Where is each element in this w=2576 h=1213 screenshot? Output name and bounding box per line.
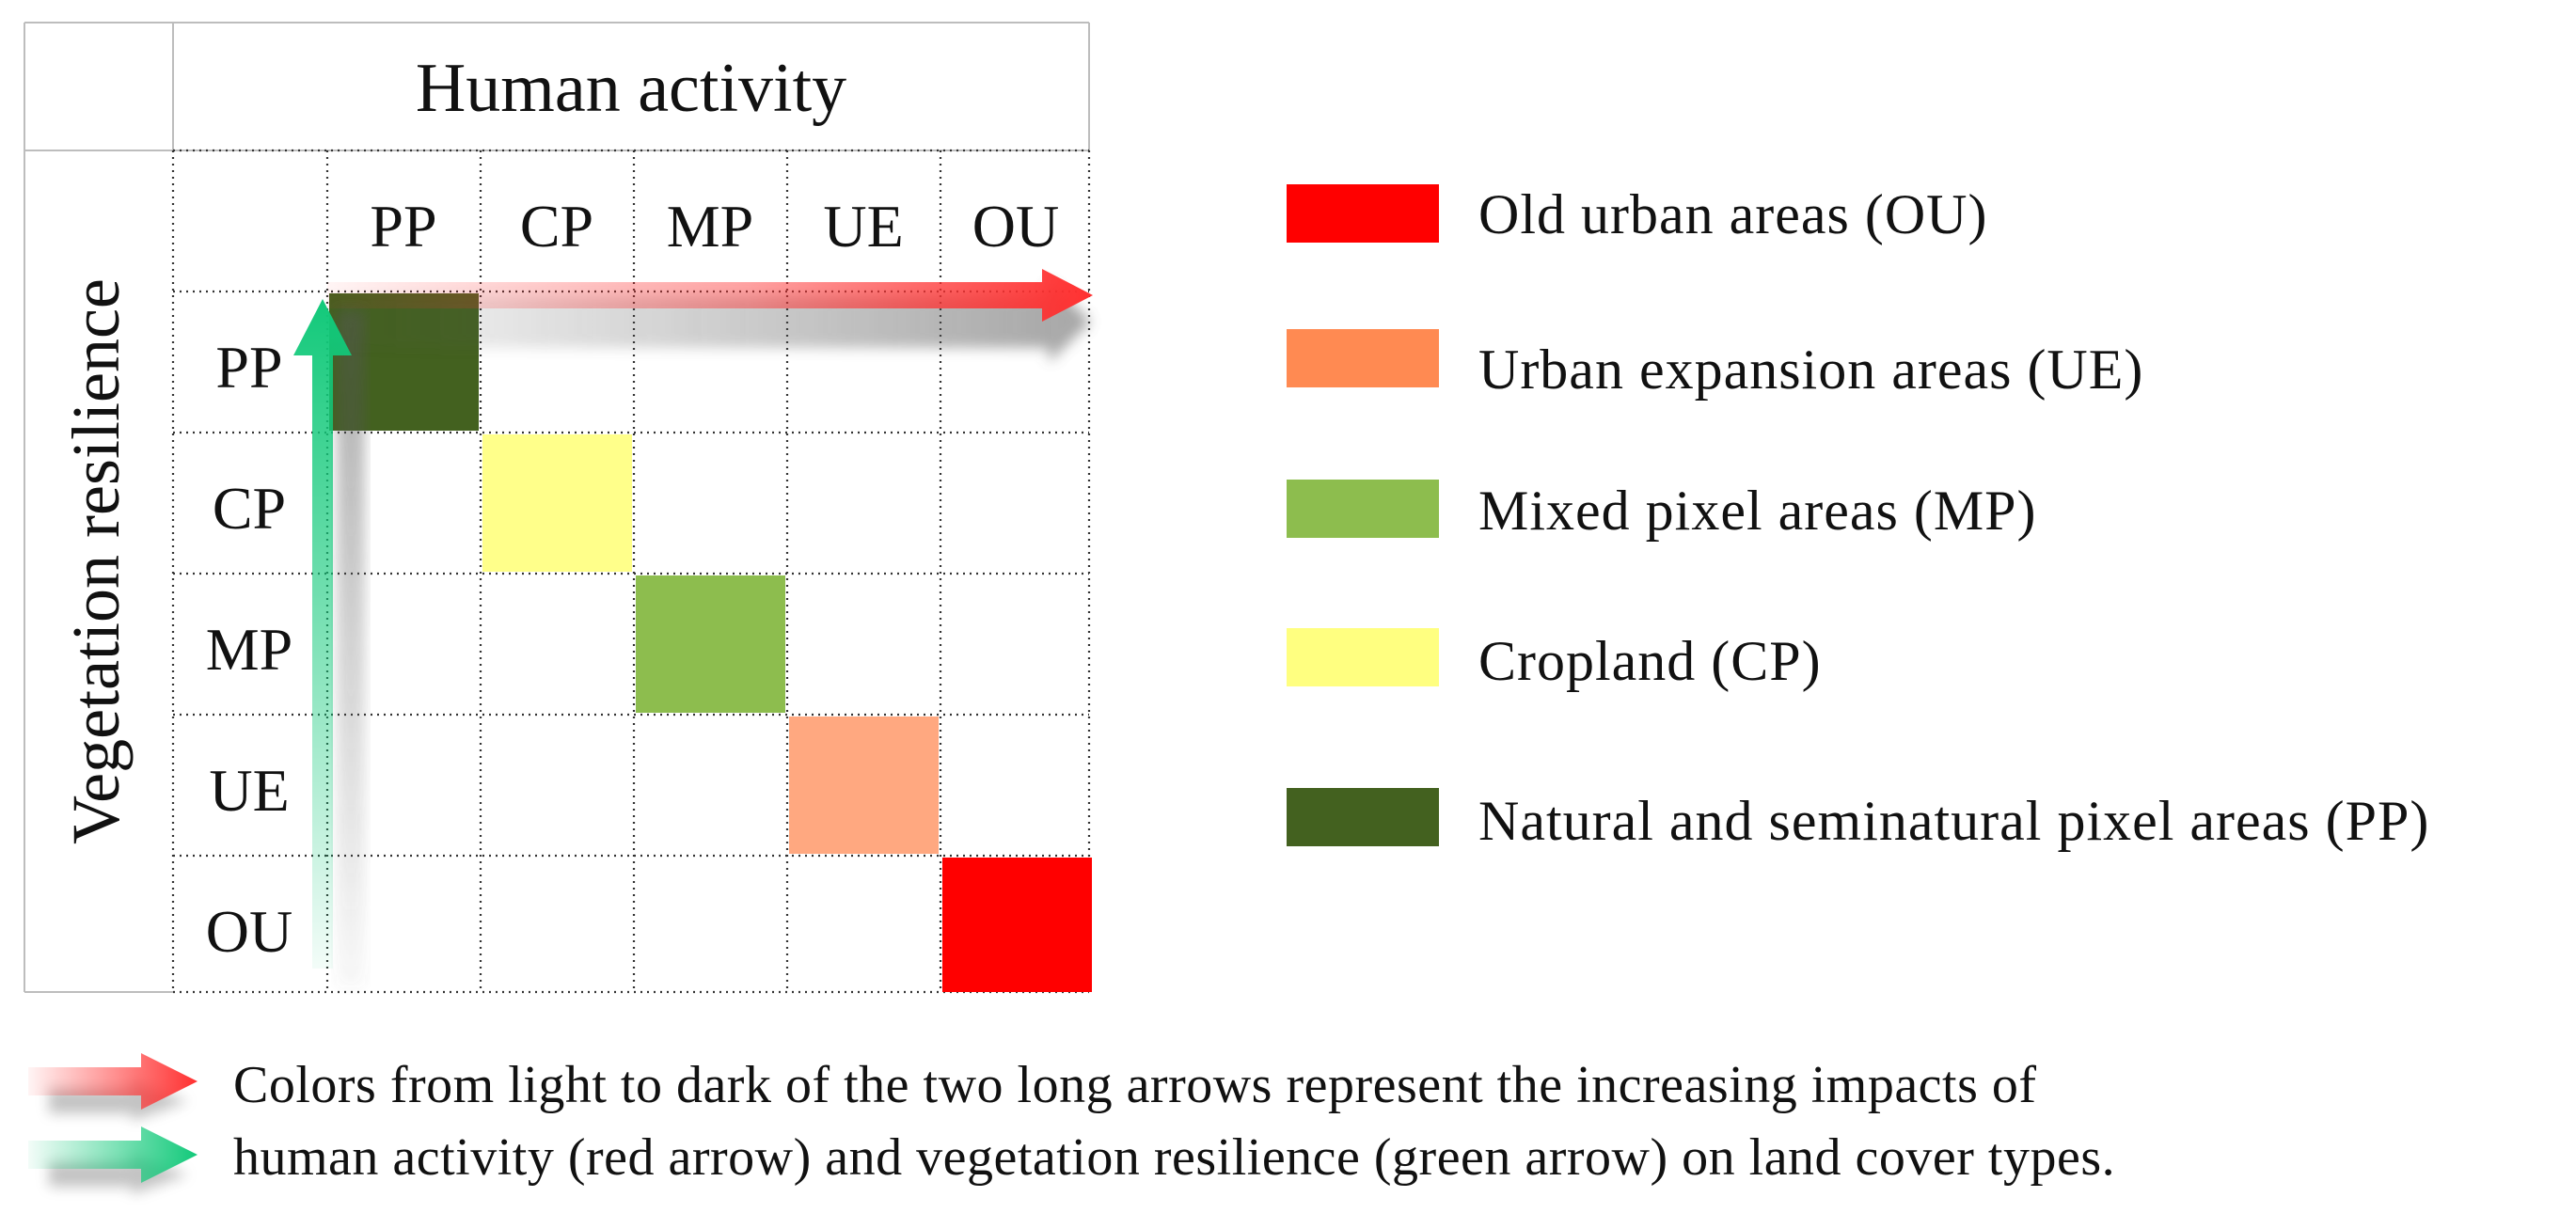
diagonal-cell-cp: [482, 434, 632, 572]
row-header: UE: [209, 757, 289, 824]
legend-label: Cropland (CP): [1478, 630, 1822, 692]
legend-swatch: [1287, 184, 1439, 243]
column-header: PP: [370, 193, 436, 260]
y-axis-title: Vegetation resilience: [58, 278, 134, 844]
row-header: CP: [213, 475, 286, 542]
legend-swatches: [1287, 184, 1439, 846]
matrix-title: Human activity: [416, 50, 846, 127]
note-red-arrow-icon: [28, 1053, 198, 1110]
note-green-arrow-icon: [28, 1126, 198, 1183]
note-line-1: Colors from light to dark of the two lon…: [233, 1056, 2037, 1114]
legend-label: Urban expansion areas (UE): [1478, 339, 2144, 401]
vegetation-resilience-arrow: [293, 299, 352, 969]
legend-swatch: [1287, 628, 1439, 686]
human-activity-arrow: [327, 269, 1093, 322]
column-header: CP: [520, 193, 593, 260]
legend-swatch: [1287, 329, 1439, 387]
row-header: PP: [215, 334, 282, 401]
column-header: MP: [667, 193, 754, 260]
note-line-2: human activity (red arrow) and vegetatio…: [233, 1128, 2116, 1187]
legend-swatch: [1287, 480, 1439, 538]
legend-label: Mixed pixel areas (MP): [1478, 480, 2037, 542]
legend-label: Natural and seminatural pixel areas (PP): [1478, 790, 2430, 852]
row-header: OU: [206, 898, 292, 965]
row-header: MP: [206, 616, 293, 683]
green-arrow-shadow: [337, 310, 365, 987]
diagonal-cell-ue: [789, 717, 939, 854]
legend-label: Old urban areas (OU): [1478, 183, 1988, 245]
column-header: UE: [823, 193, 903, 260]
column-headers: PP CP MP UE OU: [370, 193, 1059, 260]
row-headers: PP CP MP UE OU: [206, 334, 293, 965]
diagonal-cell-mp: [636, 575, 785, 713]
legend-swatch: [1287, 788, 1439, 846]
column-header: OU: [972, 193, 1059, 260]
diagonal-cell-ou: [942, 858, 1092, 992]
diagonal-cells: [329, 293, 1092, 992]
note-arrow-green: [28, 1126, 198, 1194]
note-arrow-red: [28, 1053, 198, 1121]
